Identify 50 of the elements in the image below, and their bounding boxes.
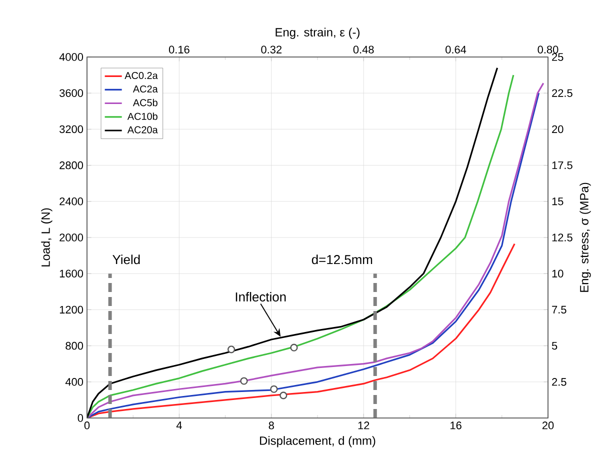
y-tick-label: 800: [66, 342, 84, 350]
y-tick-label: 2800: [60, 161, 84, 170]
y-tick-label: 3200: [60, 125, 84, 134]
y2-tick-label: 22.5: [552, 89, 572, 97]
x-axis-title: Displacement, d (mm): [260, 436, 376, 448]
x2-tick-label: 0.80: [538, 46, 558, 54]
y-tick-label: 2400: [60, 198, 84, 206]
y2-tick-label: 15: [552, 198, 564, 206]
y2-tick-label: 10: [552, 270, 564, 278]
x-tick-label: 0: [84, 422, 90, 430]
y-tick-label: 3600: [60, 89, 84, 97]
line-series: [87, 243, 516, 418]
x2-tick-label: 0.64: [446, 46, 466, 54]
y2-tick-label: 5: [552, 342, 558, 350]
y2-tick-label: 25: [552, 53, 564, 61]
x2-tick-label: 0.32: [261, 46, 282, 54]
x2-axis-title: Eng. strain, ε (-): [276, 28, 360, 39]
y2-axis-title: Eng. stress, σ (MPa): [580, 182, 591, 292]
legend-label: AC10b: [127, 112, 158, 120]
x-tick-label: 4: [176, 422, 182, 430]
x-tick-label: 12: [358, 422, 370, 430]
annotation: Inflection: [236, 292, 286, 302]
y2-tick-label: 17.5: [552, 161, 572, 170]
y-tick-label: 1200: [60, 306, 84, 314]
y-tick-label: 400: [65, 378, 84, 386]
point: [240, 377, 248, 385]
y-tick-label: 1600: [60, 270, 84, 278]
legend-label: AC20a: [127, 126, 158, 134]
legend-label: AC0.2a: [124, 72, 158, 80]
y2-tick-label: 12.5: [552, 234, 572, 242]
y-tick-label: 2000: [60, 234, 84, 242]
ref-line-label: d=12.5mm: [312, 254, 372, 264]
point: [270, 385, 278, 393]
y2-tick-label: 7.5: [552, 306, 566, 314]
ref-line-label: Yield: [112, 254, 140, 264]
point: [280, 392, 288, 400]
y-tick-label: 4000: [59, 53, 84, 61]
y2-tick-label: 20: [552, 125, 564, 134]
x-tick-label: 20: [542, 422, 554, 430]
point: [290, 344, 298, 352]
x-tick-label: 8: [268, 422, 274, 430]
point: [227, 346, 236, 354]
x2-tick-label: 0.48: [353, 46, 374, 54]
x2-tick-label: 0.16: [168, 46, 190, 54]
y-axis-title: Load, L (N): [41, 208, 52, 266]
y-tick-label: 0: [78, 414, 84, 422]
y2-tick-label: 2.5: [552, 378, 566, 386]
legend-label: AC2a: [132, 85, 158, 92]
legend-label: AC5b: [132, 98, 158, 106]
x-tick-label: 16: [450, 422, 462, 430]
